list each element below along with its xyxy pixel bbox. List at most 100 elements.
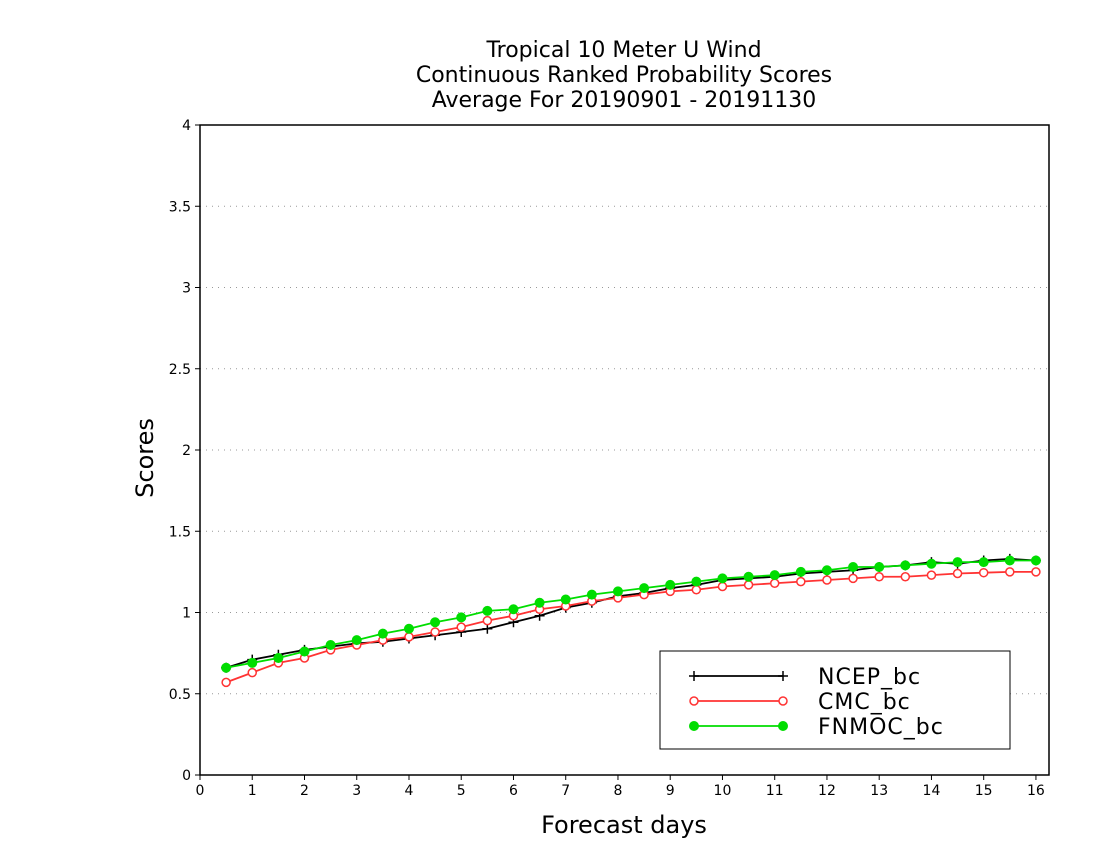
data-point — [926, 570, 937, 580]
data-point — [665, 579, 676, 590]
data-point — [874, 562, 885, 572]
gridlines — [200, 205, 1049, 695]
x-tick-label: 2 — [300, 783, 309, 799]
data-point — [1005, 567, 1015, 577]
data-point — [691, 585, 702, 595]
data-point — [769, 570, 780, 581]
y-tick-label: 1 — [182, 606, 191, 622]
data-point — [456, 622, 466, 632]
legend-item: FNMOC_bc — [689, 715, 944, 740]
data-point — [508, 604, 519, 615]
data-point — [796, 576, 806, 587]
data-point — [560, 594, 571, 605]
data-point — [404, 632, 414, 642]
legend-box — [659, 650, 1011, 750]
data-point — [778, 721, 788, 731]
data-point — [351, 635, 362, 646]
data-point — [952, 568, 963, 579]
legend-item: CMC_bc — [689, 690, 911, 715]
data-point — [430, 617, 441, 628]
x-tick-label: 6 — [509, 783, 518, 799]
data-point — [848, 573, 858, 584]
x-tick-label: 15 — [975, 783, 993, 799]
data-point — [743, 571, 754, 582]
chart-title-line: Tropical 10 Meter U Wind — [485, 38, 761, 63]
x-tick-label: 7 — [561, 783, 570, 799]
x-axis-label: Forecast days — [541, 811, 707, 839]
data-point — [795, 566, 806, 577]
legend-item: NCEP_bc — [689, 665, 921, 690]
data-point — [482, 623, 493, 634]
x-tick-label: 8 — [614, 783, 623, 799]
data-point — [717, 581, 728, 592]
x-tick-label: 10 — [714, 783, 732, 799]
y-tick-label: 0.5 — [169, 687, 191, 703]
data-point — [926, 558, 937, 569]
data-point — [900, 572, 911, 582]
x-tick-label: 9 — [666, 783, 675, 799]
x-tick-label: 4 — [405, 783, 414, 799]
data-point — [689, 696, 699, 706]
data-point — [299, 646, 310, 657]
y-axis-label: Scores — [131, 418, 159, 498]
data-point — [1030, 555, 1041, 566]
data-point — [534, 597, 545, 608]
data-point — [689, 721, 699, 731]
x-axis-ticks: 0 1 2 3 4 5 6 7 8 9 10 11 12 13 14 15 16 — [196, 775, 1045, 799]
data-point — [403, 623, 414, 634]
x-tick-label: 12 — [818, 783, 836, 799]
y-tick-label: 0 — [182, 768, 191, 784]
legend-label: CMC_bc — [818, 690, 911, 715]
x-tick-label: 5 — [457, 783, 466, 799]
legend-label: FNMOC_bc — [818, 715, 944, 740]
data-point — [612, 586, 623, 597]
chart-title-line: Average For 20190901 - 20191130 — [432, 88, 817, 113]
data-point — [769, 578, 780, 588]
data-point — [822, 575, 832, 585]
data-point — [848, 562, 859, 572]
data-point — [874, 572, 884, 582]
data-point — [1004, 555, 1015, 566]
y-tick-label: 3 — [182, 281, 191, 297]
chart-title-line: Continuous Ranked Probability Scores — [416, 63, 832, 88]
data-point — [821, 565, 832, 576]
x-tick-label: 3 — [352, 783, 361, 799]
data-point — [482, 615, 493, 626]
y-tick-label: 1.5 — [169, 524, 191, 540]
data-point — [377, 628, 388, 639]
x-tick-label: 14 — [923, 783, 941, 799]
y-tick-label: 3.5 — [169, 199, 191, 215]
data-point — [743, 580, 754, 590]
data-point — [325, 640, 336, 650]
legend-label: NCEP_bc — [818, 665, 921, 690]
data-point — [778, 671, 788, 681]
y-axis-ticks: 0 0.5 1 1.5 2 2.5 3 3.5 4 — [169, 118, 200, 784]
series-lines — [221, 553, 1041, 688]
x-tick-label: 13 — [870, 783, 888, 799]
data-point — [247, 657, 258, 668]
data-point — [586, 589, 597, 600]
y-tick-label: 2 — [182, 443, 191, 459]
data-point — [430, 627, 440, 637]
data-point — [247, 667, 257, 678]
x-tick-label: 0 — [196, 783, 205, 799]
data-point — [952, 557, 963, 568]
data-point — [717, 573, 728, 584]
data-point — [639, 583, 650, 594]
x-tick-label: 11 — [766, 783, 784, 799]
y-tick-label: 2.5 — [169, 362, 191, 378]
data-point — [456, 612, 467, 623]
series-fnmoc-bc — [221, 555, 1041, 673]
x-tick-label: 16 — [1027, 783, 1045, 799]
data-point — [978, 557, 989, 568]
data-point — [691, 576, 702, 587]
data-point — [221, 662, 232, 673]
data-point — [689, 671, 699, 681]
data-point — [273, 653, 284, 663]
data-point — [778, 696, 788, 706]
data-point — [221, 677, 231, 688]
data-point — [900, 560, 911, 571]
